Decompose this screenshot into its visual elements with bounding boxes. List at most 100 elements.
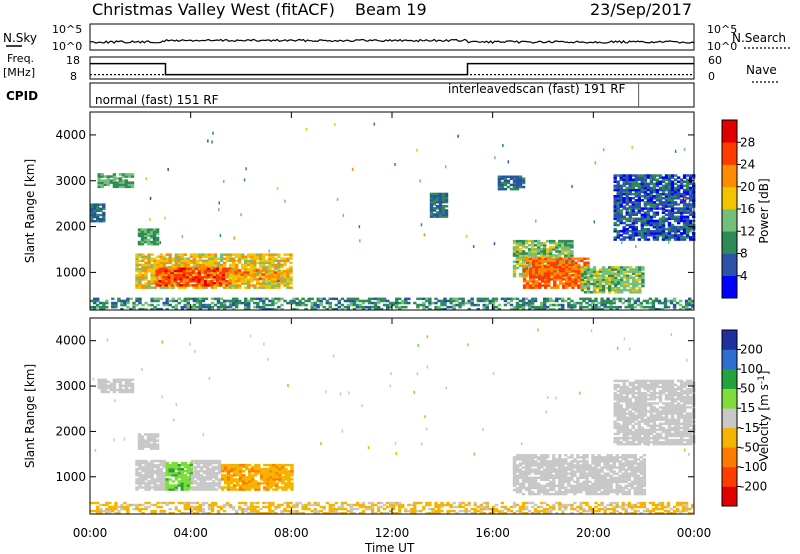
- heatmap-cell: [190, 480, 195, 483]
- heatmap-cell: [667, 192, 672, 196]
- heatmap-cell: [585, 305, 589, 309]
- heatmap-cell: [533, 470, 538, 473]
- heatmap-cell: [541, 257, 545, 260]
- heatmap-cell: [639, 480, 643, 484]
- heatmap-cell: [512, 187, 517, 191]
- heatmap-cell: [546, 482, 550, 486]
- heatmap-cell: [171, 486, 175, 489]
- heatmap-cell: [162, 478, 166, 481]
- power-ylabel: Slant Range [km]: [23, 159, 37, 263]
- heatmap-cell: [586, 282, 591, 286]
- heatmap-cell: [573, 470, 577, 473]
- heatmap-cell: [251, 486, 255, 489]
- heatmap-cell: [683, 147, 686, 151]
- heatmap-cell: [199, 459, 204, 463]
- heatmap-cell: [235, 265, 239, 269]
- heatmap-cell: [199, 474, 204, 477]
- heatmap-cell: [264, 279, 269, 282]
- heatmap-cell: [310, 305, 314, 309]
- heatmap-cell: [628, 192, 632, 196]
- heatmap-cell: [183, 303, 187, 307]
- heatmap-cell: [585, 476, 589, 479]
- heatmap-cell: [204, 263, 209, 267]
- heatmap-cell: [558, 466, 562, 469]
- heatmap-cell: [615, 466, 619, 469]
- heatmap-cell: [685, 221, 690, 225]
- heatmap-cell: [579, 307, 583, 311]
- heatmap-cell: [570, 468, 574, 471]
- heatmap-cell: [170, 267, 174, 271]
- heatmap-cell: [186, 476, 190, 479]
- heatmap-cell: [616, 209, 620, 212]
- heatmap-cell: [654, 299, 659, 303]
- freq-line: [90, 62, 694, 76]
- heatmap-cell: [229, 486, 234, 489]
- heatmap-cell: [631, 201, 635, 204]
- heatmap-cell: [640, 223, 644, 227]
- heatmap-cell: [147, 261, 151, 265]
- heatmap-cell: [274, 301, 278, 305]
- heatmap-cell: [367, 301, 372, 305]
- heatmap-cell: [162, 476, 166, 479]
- heatmap-cell: [638, 274, 642, 277]
- heatmap-cell: [164, 267, 168, 271]
- heatmap-cell: [180, 476, 184, 479]
- heatmap-cell: [564, 462, 568, 465]
- heatmap-cell: [180, 480, 184, 483]
- heatmap-cell: [672, 303, 677, 307]
- heatmap-cell: [93, 213, 97, 217]
- heatmap-cell: [280, 278, 284, 281]
- cpid-mode-interleaved: interleavedscan (fast) 191 RF: [448, 82, 626, 96]
- heatmap-cell: [655, 213, 660, 216]
- heatmap-cell: [556, 284, 560, 287]
- heatmap-cell: [185, 269, 189, 273]
- heatmap-cell: [210, 286, 215, 289]
- heatmap-cell: [521, 484, 526, 488]
- heatmap-cell: [585, 460, 589, 463]
- heatmap-cell: [204, 255, 209, 258]
- heatmap-cell: [544, 280, 548, 283]
- heatmap-cell: [382, 297, 387, 301]
- heatmap-cell: [543, 454, 547, 457]
- heatmap-cell: [155, 433, 160, 436]
- heatmap-cell: [244, 269, 248, 273]
- heatmap-cell: [232, 480, 237, 483]
- heatmap-cell: [153, 280, 157, 283]
- heatmap-cell: [579, 470, 583, 473]
- heatmap-cell: [140, 230, 145, 233]
- heatmap-cell: [268, 272, 272, 275]
- heatmap-cell: [661, 211, 666, 214]
- heatmap-cell: [245, 484, 249, 487]
- heatmap-cell: [102, 205, 106, 208]
- heatmap-cell: [251, 476, 255, 479]
- heatmap-cell: [277, 261, 281, 265]
- heatmap-cell: [245, 478, 249, 481]
- heatmap-cell: [540, 244, 544, 247]
- heatmap-cell: [141, 269, 145, 273]
- heatmap-cell: [149, 232, 154, 235]
- heatmap-cell: [649, 215, 654, 219]
- heatmap-cell: [607, 280, 612, 284]
- heatmap-cell: [624, 492, 628, 496]
- heatmap-cell: [561, 480, 565, 484]
- heatmap-cell: [616, 410, 620, 413]
- heatmap-cell: [597, 492, 601, 496]
- heatmap-cell: [203, 275, 208, 279]
- heatmap-cell: [137, 443, 142, 446]
- heatmap-cell: [271, 265, 275, 269]
- heatmap-cell: [319, 297, 323, 301]
- heatmap-cell: [655, 174, 660, 177]
- heatmap-cell: [214, 461, 219, 465]
- heatmap-cell: [141, 478, 145, 481]
- heatmap-cell: [147, 472, 151, 475]
- heatmap-cell: [137, 437, 142, 440]
- heatmap-cell: [198, 257, 203, 260]
- heatmap-cell: [364, 305, 369, 309]
- heatmap-cell: [422, 307, 426, 311]
- heatmap-cell: [199, 488, 204, 491]
- heatmap-cell: [556, 286, 560, 289]
- heatmap-cell: [194, 273, 199, 277]
- heatmap-cell: [280, 263, 284, 267]
- heatmap-cell: [631, 213, 635, 216]
- heatmap-cell: [198, 284, 203, 287]
